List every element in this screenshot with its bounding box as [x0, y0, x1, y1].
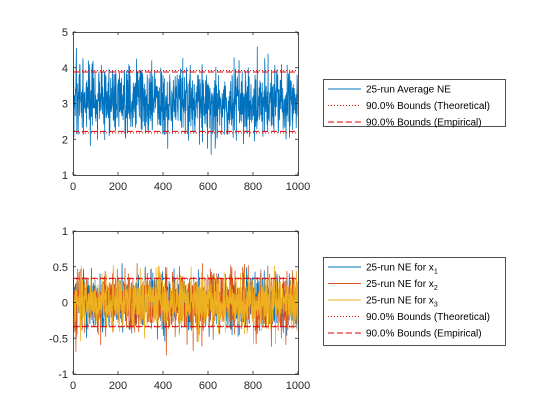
- legend-label-text: 90.0% Bounds (Theoretical): [366, 101, 490, 112]
- series-line-3: [73, 264, 298, 345]
- legend-label: 90.0% Bounds (Empirical): [366, 329, 482, 340]
- top-plot: 0 200 400 600 800 1000 1 2 3 4 5 25-run Average NE 9…: [62, 27, 506, 193]
- legend-label-subscript: 2: [434, 285, 438, 292]
- x-tick-label: 1000: [286, 181, 310, 193]
- legend-label-text: 90.0% Bounds (Theoretical): [366, 312, 490, 323]
- legend-label: 25-run NE for x1: [366, 263, 438, 276]
- legend-label-text: 25-run NE for x: [366, 263, 434, 274]
- x-tick-label: 1000: [286, 380, 310, 392]
- plot-area-0: [73, 46, 298, 155]
- x-tick-label: 200: [109, 380, 127, 392]
- legend-label-text: 25-run Average NE: [366, 85, 451, 96]
- legend-label: 90.0% Bounds (Theoretical): [366, 101, 490, 112]
- legend-box: [323, 257, 506, 346]
- x-tick-label: 800: [244, 181, 262, 193]
- x-tick-label: 800: [244, 380, 262, 392]
- y-tick-label: 5: [62, 27, 68, 39]
- x-tick-label: 400: [154, 181, 172, 193]
- x-tick-label: 400: [154, 380, 172, 392]
- legend-label-text: 25-run NE for x: [366, 279, 434, 290]
- legend: 25-run Average NE 90.0% Bounds (Theoretic…: [323, 79, 506, 129]
- x-tick-label: 0: [70, 181, 76, 193]
- axes-box: [73, 231, 299, 375]
- y-tick-label: 0.5: [53, 262, 68, 274]
- legend-label-subscript: 1: [434, 269, 438, 276]
- legend-label-text: 90.0% Bounds (Empirical): [366, 329, 482, 340]
- y-tick-label: -1: [58, 369, 68, 381]
- legend-label-text: 90.0% Bounds (Empirical): [366, 118, 482, 129]
- legend-box: [323, 79, 506, 127]
- legend-label: 90.0% Bounds (Theoretical): [366, 312, 490, 323]
- y-tick-label: 1: [62, 226, 68, 238]
- y-tick-label: 3: [62, 99, 68, 111]
- x-tick-label: 600: [199, 380, 217, 392]
- legend-label: 25-run NE for x2: [366, 279, 438, 292]
- series-line-1: [73, 46, 298, 155]
- plot-area-1: [73, 263, 298, 356]
- y-tick-label: 2: [62, 134, 68, 146]
- legend-label: 25-run Average NE: [366, 85, 451, 96]
- x-tick-label: 0: [70, 380, 76, 392]
- y-tick-label: 4: [62, 63, 68, 75]
- legend-label: 90.0% Bounds (Empirical): [366, 118, 482, 129]
- x-tick-label: 600: [199, 181, 217, 193]
- y-tick-label: -0.5: [49, 333, 68, 345]
- x-tick-label: 200: [109, 181, 127, 193]
- axes-box: [73, 32, 299, 176]
- y-tick-label: 1: [62, 170, 68, 182]
- legend-label-text: 25-run NE for x: [366, 296, 434, 307]
- legend-label: 25-run NE for x3: [366, 296, 438, 309]
- legend-label-subscript: 3: [434, 302, 438, 309]
- y-tick-label: 0: [62, 298, 68, 310]
